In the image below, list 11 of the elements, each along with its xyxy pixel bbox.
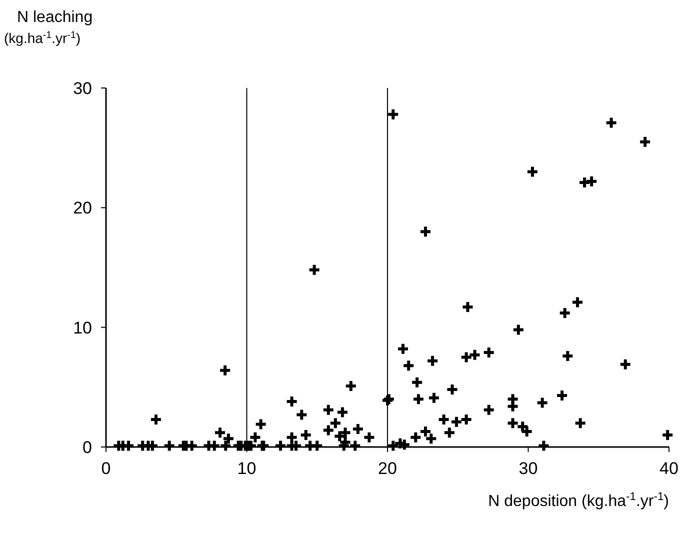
x-axis-title: N deposition (kg.ha$^{-1}$.yr$^{-1}$): [488, 491, 669, 510]
x-tick-label: 30: [518, 459, 538, 478]
y-tick-label: 20: [73, 198, 92, 218]
y-tick-label: 30: [73, 79, 92, 98]
x-tick-label: 0: [101, 459, 111, 478]
y-axis-title: N leaching (kg.ha$^{-1}$.yr$^{-1}$): [4, 9, 93, 46]
x-tick-label: 40: [660, 459, 678, 478]
x-tick-label: 20: [378, 459, 397, 478]
x-tick-label: 10: [237, 459, 256, 478]
y-tick-label: 10: [73, 318, 92, 338]
y-tick-label: 0: [82, 438, 92, 457]
